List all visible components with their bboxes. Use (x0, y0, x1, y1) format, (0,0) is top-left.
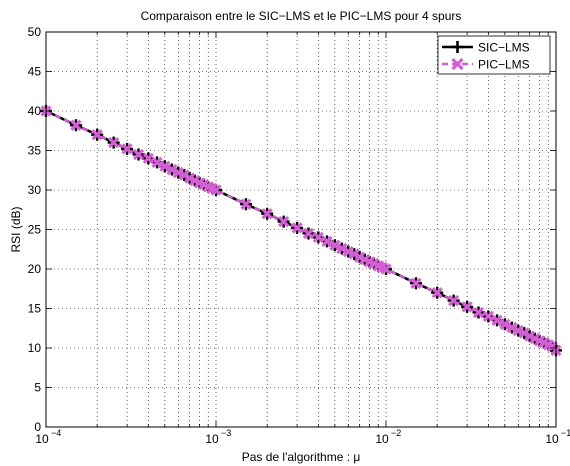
data-point-pic-lms (348, 248, 360, 260)
x-tick-label: 10 (545, 432, 559, 446)
x-tick-label: 10 (35, 432, 49, 446)
data-point-pic-lms (166, 163, 178, 176)
data-point-pic-lms (240, 198, 252, 210)
data-point-pic-lms (91, 129, 103, 141)
axis-ticks (45, 31, 557, 428)
data-point-pic-lms (132, 148, 145, 161)
data-point-pic-lms (342, 245, 354, 258)
y-tick-label: 50 (28, 25, 42, 39)
y-tick-label: 40 (28, 104, 42, 118)
y-tick-label: 5 (34, 381, 41, 395)
data-point-pic-lms (321, 235, 333, 247)
data-point-pic-lms (336, 242, 348, 255)
x-tick-label-exponent: −1 (561, 428, 570, 438)
data-point-pic-lms (472, 306, 485, 319)
y-tick-label: 30 (28, 183, 42, 197)
x-tick-label: 10 (375, 432, 389, 446)
y-tick-label: 35 (28, 144, 42, 158)
x-axis-label: Pas de l'algorithme : μ (242, 450, 361, 464)
data-point-pic-lms (172, 166, 184, 179)
data-point-pic-lms (210, 184, 222, 196)
data-point-pic-lms (108, 136, 120, 149)
data-point-pic-lms (461, 301, 473, 313)
data-point-pic-lms (291, 222, 303, 234)
chart-title: Comparaison entre le SIC−LMS et le PIC−L… (141, 9, 462, 23)
y-tick-label: 0 (34, 420, 41, 434)
y-tick-label: 25 (28, 223, 42, 237)
x-tick-label-exponent: −4 (51, 428, 61, 438)
x-tick-label-exponent: −3 (221, 428, 231, 438)
data-point-pic-lms (329, 239, 341, 251)
legend-marker-pic (451, 57, 464, 71)
data-point-pic-lms (380, 263, 392, 275)
y-axis-label: RSI (dB) (9, 206, 23, 252)
data-point-pic-lms (491, 314, 503, 326)
x-tick-label: 10 (205, 432, 219, 446)
data-point-pic-lms (410, 277, 422, 289)
data-point-pic-lms (302, 227, 315, 240)
y-tick-label: 10 (28, 341, 42, 355)
legend: SIC−LMS PIC−LMS (437, 35, 551, 75)
data-point-pic-lms (482, 310, 494, 323)
data-point-pic-lms (499, 318, 511, 330)
legend-label-pic: PIC−LMS (478, 58, 530, 72)
data-point-pic-lms (159, 160, 171, 172)
data-point-pic-lms (151, 156, 163, 168)
y-tick-label: 45 (28, 65, 42, 79)
legend-label-sic: SIC−LMS (478, 41, 530, 55)
data-point-pic-lms (261, 208, 273, 220)
data-point-pic-lms (278, 215, 290, 228)
data-point-pic-lms (312, 231, 324, 244)
data-point-pic-lms (178, 169, 190, 181)
data-point-pic-lms (142, 152, 154, 165)
legend-marker-sic (451, 41, 464, 53)
data-point-pic-lms (506, 321, 518, 334)
data-point-pic-lms (518, 327, 530, 339)
data-point-pic-lms (431, 287, 443, 299)
x-tick-label-exponent: −2 (391, 428, 401, 438)
y-tick-label: 15 (28, 302, 42, 316)
y-tick-label: 20 (28, 262, 42, 276)
data-point-pic-lms (121, 143, 133, 155)
data-point-pic-lms (70, 119, 82, 131)
data-point-pic-lms (512, 324, 524, 337)
data-point-pic-lms (448, 294, 460, 307)
